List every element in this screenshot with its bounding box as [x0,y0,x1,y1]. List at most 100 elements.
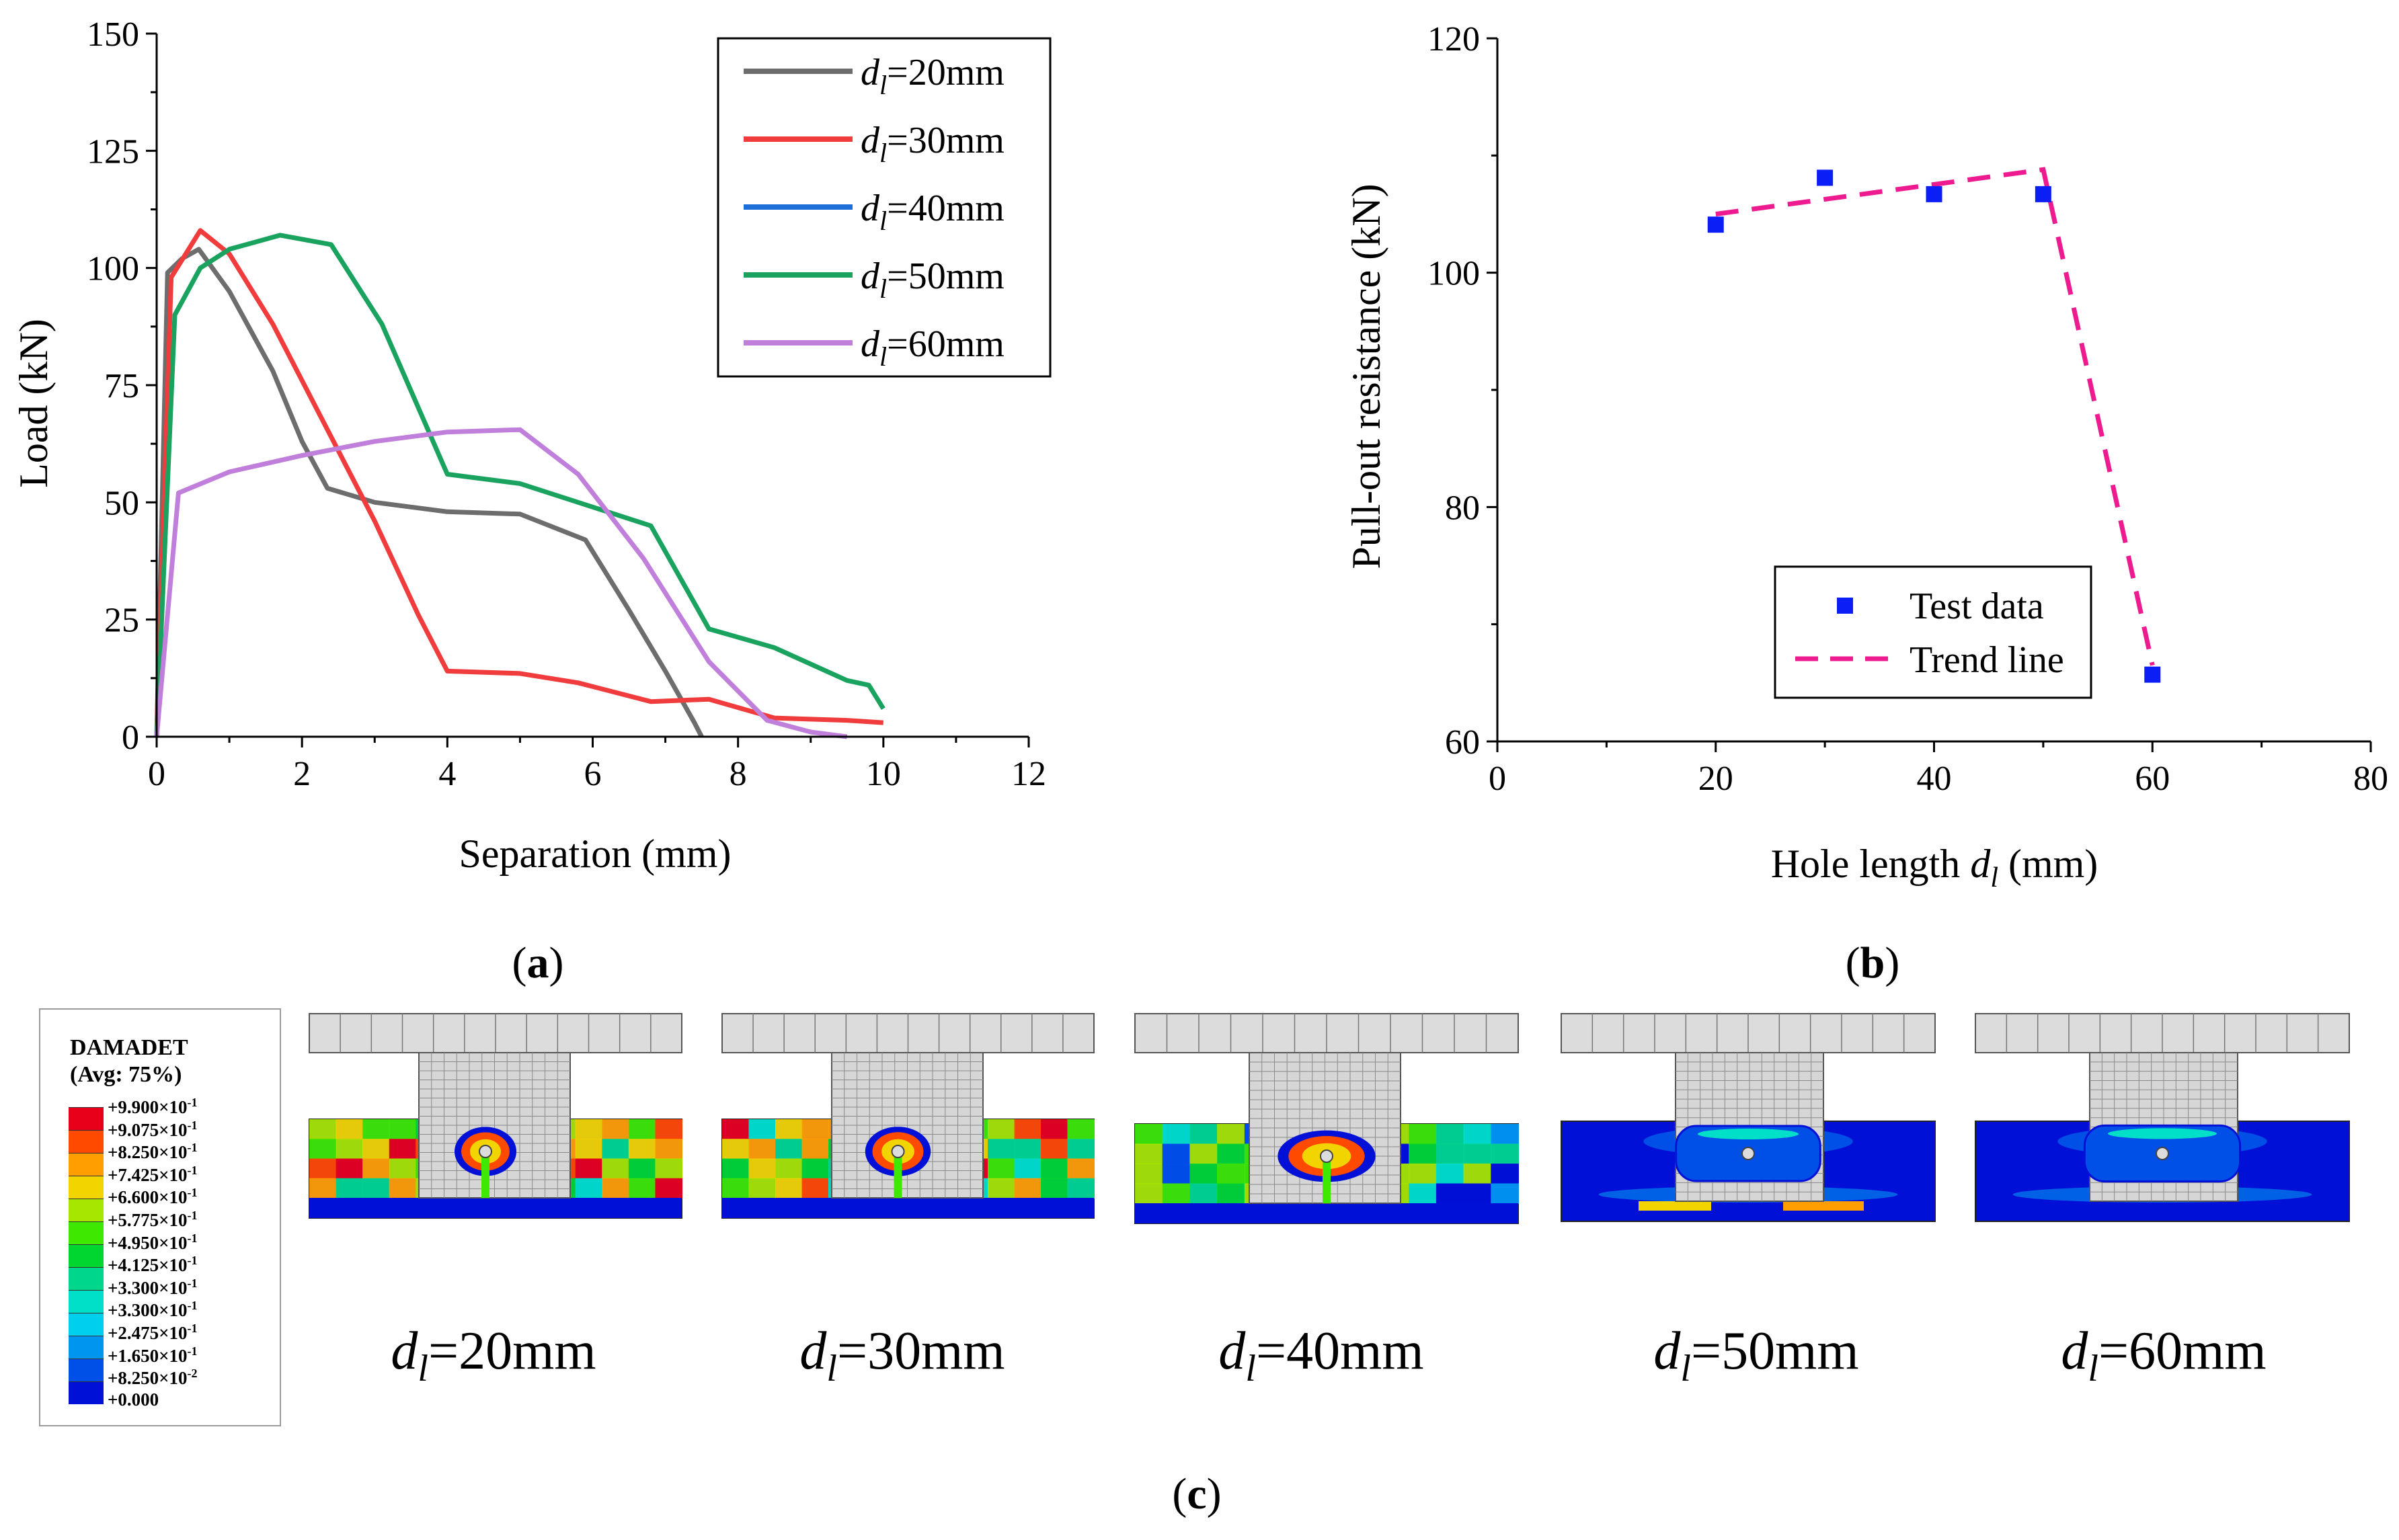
chart-a-series-line-1 [154,228,884,737]
fe-contour-cell [748,1158,776,1179]
damage-legend-label: +2.475×10-1 [108,1322,198,1343]
fe-contour-cell [1217,1164,1245,1184]
fe-contour-cell [775,1139,803,1160]
fe-model-2 [1134,1013,1519,1224]
chart-b-trend-line [1715,167,2155,666]
damage-legend-label: +8.250×10-1 [108,1141,198,1163]
fe-contour-cell [1491,1124,1519,1145]
fe-contour-cell [1189,1143,1218,1164]
fe-contour-cell [362,1139,390,1160]
fe-contour-cell [336,1119,364,1140]
fe-contour-cell [1135,1183,1163,1204]
fe-caption-4: dl=60mm [2061,1322,2267,1389]
fe-contour-cell [628,1119,656,1140]
chart-b-legend-label-trend: Trend line [1910,639,2064,681]
chart-b-data-point [1817,169,1834,186]
fe-contour-cell [602,1119,629,1140]
fe-contour-cell [336,1139,364,1160]
chart-b-y-tick-label: 60 [1445,723,1480,762]
fe-contour-cell [1189,1124,1218,1145]
fe-contour-cell [309,1158,337,1179]
fe-contour-cell [722,1119,750,1140]
fe-contour-cell [1463,1164,1492,1184]
fe-contour-cell [575,1178,603,1199]
fe-contour-cell [1041,1158,1068,1179]
chart-a-x-tick-label: 4 [438,755,456,793]
fe-contour-cell [309,1119,337,1140]
damage-legend-box: DAMADET (Avg: 75%) +9.900×10-1 +9.075×10-… [39,1008,281,1426]
chart-b-x-axis-label: Hole length dl (mm) [1771,842,2098,893]
fe-contour-cell [1491,1143,1519,1164]
fe-contour-cell [1409,1164,1437,1184]
fe-contour-cell [362,1178,390,1199]
damage-legend-swatch [69,1153,104,1176]
fe-contour-cell [1135,1164,1163,1184]
fe-contour-cell [389,1158,417,1179]
damage-legend-swatch [69,1359,104,1381]
fe-contour-cell [655,1119,682,1140]
chart-b-legend-frame [1774,565,2092,699]
damage-legend-label: +4.950×10-1 [108,1231,198,1253]
chart-a-legend-label-0: dl=20mm [861,52,1005,100]
fe-contour-cell [628,1158,656,1179]
fe-contour-cell [655,1158,682,1179]
fe-contour-strip [1783,1201,1864,1211]
chart-b-data-point [1707,216,1724,233]
fe-contour-cell [988,1158,1015,1179]
fe-contour-cell [628,1178,656,1199]
chart-a-legend-label-2: dl=40mm [861,188,1005,236]
fe-rebar-section [1741,1147,1755,1160]
fe-contour-cell [1409,1143,1437,1164]
fe-contour-cell [655,1139,682,1160]
fe-contour-cell [748,1139,776,1160]
fe-contour-cell [1067,1178,1095,1199]
chart-b-axes: 0 20 40 60 80 60 80 100 120 [1427,20,2388,798]
fe-contour-cell [1162,1164,1191,1184]
damage-legend-label: +3.300×10-1 [108,1299,198,1321]
load-separation-chart: 0 2 4 6 8 10 12 0 25 50 75 100 125 150 Separation (mm… [11,15,1052,876]
fe-contour-cell [801,1178,829,1199]
damage-legend-swatch [69,1176,104,1199]
fe-caption-3: dl=50mm [1653,1322,1859,1389]
fe-slab-base [722,1198,1094,1218]
chart-a-x-tick-label: 12 [1011,755,1046,793]
fe-contour-cell [722,1139,750,1160]
damage-legend-swatch [69,1130,104,1153]
damage-legend-colorbar [69,1107,104,1404]
chart-a-series-group [154,228,886,739]
fe-rebar-damage [481,1151,489,1198]
chart-b-data-point [1926,186,1942,202]
chart-b-x-tick-label: 20 [1698,760,1733,798]
fe-caption-1: dl=30mm [799,1322,1005,1389]
fe-rebar-section [479,1145,492,1158]
fe-contour-cell [1189,1164,1218,1184]
chart-a-x-tick-label: 10 [866,755,901,793]
fe-slab-base [1135,1203,1518,1223]
damage-legend-swatch [69,1199,104,1221]
fe-contour-cell [602,1178,629,1199]
damage-legend-swatch [69,1267,104,1290]
chart-a-y-axis-label: Load (kN) [11,319,56,488]
fe-contour-cell [309,1139,337,1160]
fe-contour-cell [1189,1183,1218,1204]
fe-contour-cell [748,1178,776,1199]
fe-contour-cell [336,1178,364,1199]
chart-a-legend-label-3: dl=50mm [861,255,1005,304]
fe-contour-cell [801,1119,829,1140]
damage-legend-label: +4.125×10-1 [108,1254,198,1276]
fe-rebar-damage [1323,1156,1331,1203]
chart-a-y-tick-label: 50 [104,484,139,522]
fe-contour-cell [1014,1119,1041,1140]
chart-a-y-tick-label: 25 [104,602,139,640]
fe-contour-cell [575,1158,603,1179]
fe-contour-cell [628,1139,656,1160]
fe-rebar-section [1320,1149,1333,1163]
fe-contour-cell [1162,1143,1191,1164]
fe-contour-cell [1067,1158,1095,1179]
damage-legend-subtitle: (Avg: 75%) [70,1062,182,1087]
chart-a-y-tick-label: 75 [104,367,139,405]
chart-a-axes: 0 2 4 6 8 10 12 0 25 50 75 100 125 150 [87,15,1046,793]
chart-b-y-tick-label: 100 [1427,255,1480,293]
fe-model-0 [309,1013,682,1219]
